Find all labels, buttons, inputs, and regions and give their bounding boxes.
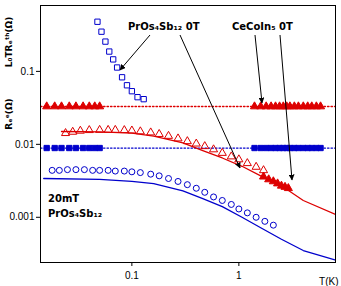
svg-text:Rₑᵉ(Ω): Rₑᵉ(Ω) [4,98,14,129]
svg-text:20mT: 20mT [48,193,79,204]
svg-text:0.01: 0.01 [15,139,35,150]
svg-text:T(K): T(K) [319,276,338,286]
svg-text:PrOs₄Sb₁₂: PrOs₄Sb₁₂ [48,208,102,219]
svg-text:PrOs₄Sb₁₂ 0T: PrOs₄Sb₁₂ 0T [128,21,200,32]
svg-text:0.1: 0.1 [21,66,35,77]
svg-text:1: 1 [236,270,242,281]
svg-text:CeCoIn₅ 0T: CeCoIn₅ 0T [232,21,293,32]
svg-text:0.001: 0.001 [9,211,34,222]
svg-text:L₀TRₑᵗʰ(Ω): L₀TRₑᵗʰ(Ω) [4,17,14,68]
svg-text:0.1: 0.1 [125,270,139,281]
